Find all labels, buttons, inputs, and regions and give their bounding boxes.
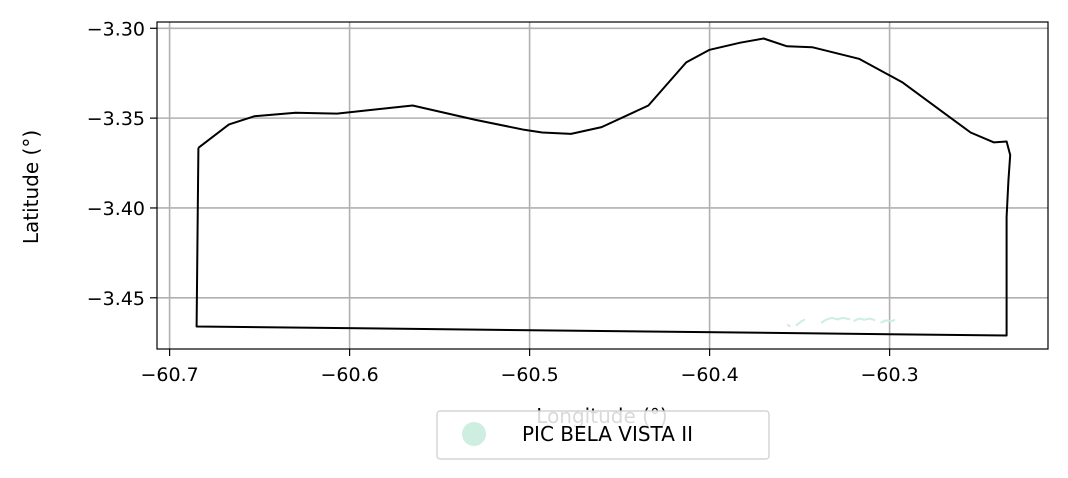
x-tick-label: −60.7 (140, 364, 198, 386)
plot-frame (156, 21, 1049, 350)
y-tick-label: −3.30 (87, 18, 145, 40)
feature-fragment (880, 318, 896, 324)
x-tick-label: −60.3 (860, 364, 918, 386)
feature-fragment (795, 318, 806, 327)
grid (157, 22, 1048, 349)
y-axis-ticks: −3.30 −3.35 −3.40 −3.45 (87, 18, 157, 310)
legend-box (436, 410, 770, 460)
x-tick-label: −60.6 (320, 364, 378, 386)
feature-fragments (786, 316, 896, 328)
y-tick-label: −3.35 (87, 108, 145, 130)
feature-fragment (853, 317, 876, 323)
legend: PIC BELA VISTA II (436, 410, 770, 460)
area-boundary (195, 37, 1012, 337)
y-axis-label: Latitude (°) (19, 130, 43, 244)
legend-label: PIC BELA VISTA II (522, 422, 693, 446)
x-tick-label: −60.4 (680, 364, 738, 386)
legend-marker (462, 422, 486, 446)
plot-background (157, 22, 1048, 349)
x-tick-label: −60.5 (500, 364, 558, 386)
y-tick-label: −3.40 (87, 198, 145, 220)
feature-fragment (820, 316, 851, 324)
boundary-layer (195, 37, 1012, 337)
y-tick-label: −3.45 (87, 288, 145, 310)
feature-fragment (786, 323, 792, 328)
x-axis-ticks: −60.7 −60.6 −60.5 −60.4 −60.3 (140, 349, 919, 386)
